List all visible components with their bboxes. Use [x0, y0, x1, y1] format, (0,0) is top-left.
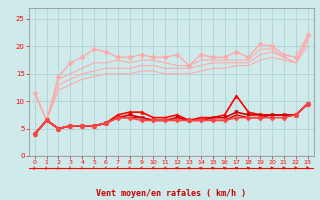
- Text: Vent moyen/en rafales ( km/h ): Vent moyen/en rafales ( km/h ): [96, 189, 246, 198]
